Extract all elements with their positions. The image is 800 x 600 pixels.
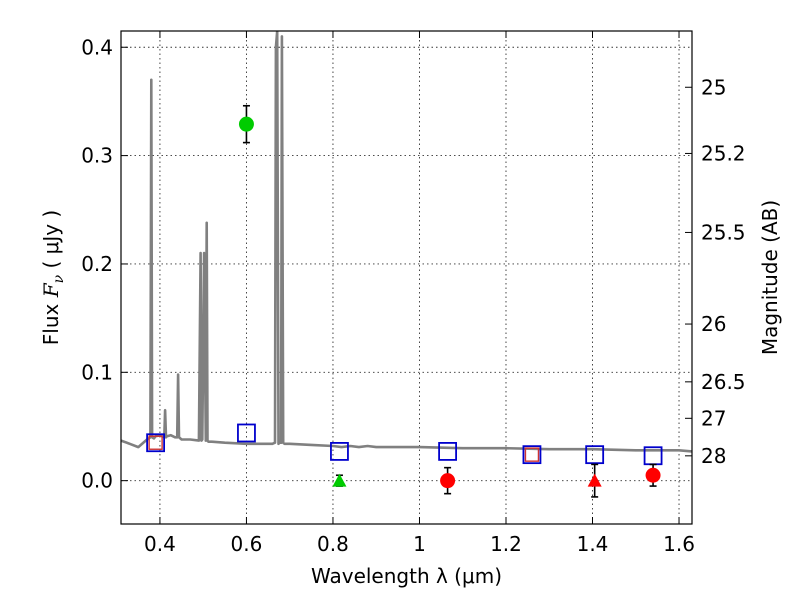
flux-point [440, 473, 456, 489]
flux-point [238, 116, 254, 132]
x-tick-label: 1.6 [663, 532, 695, 556]
right-axis-label: Magnitude (AB) [758, 200, 782, 355]
y-tick-label: 0.3 [81, 144, 113, 168]
model-photometry-square [330, 442, 349, 461]
mag-tick-label: 25.2 [701, 141, 746, 165]
plot-frame [120, 30, 693, 525]
model-photometry-square [146, 433, 166, 453]
y-tick-label: 0.0 [81, 469, 113, 493]
model-spectrum [121, 31, 692, 453]
x-tick-label: 0.8 [317, 532, 349, 556]
y-tick-label: 0.4 [81, 35, 113, 59]
mag-tick-label: 26.5 [701, 370, 746, 394]
y-axis-label-symbol: F [39, 282, 63, 298]
x-tick-label: 1.2 [490, 532, 522, 556]
mag-tick-label: 26 [701, 312, 726, 336]
model-photometry-square-inner [148, 435, 163, 450]
photometry-points [146, 104, 663, 498]
upper-limit-marker [587, 473, 602, 487]
model-photometry-square [438, 442, 457, 461]
mag-tick-label: 25.5 [701, 220, 746, 244]
x-tick-label: 0.6 [231, 532, 263, 556]
x-tick-label: 1 [413, 532, 426, 556]
x-axis-label: Wavelength λ (μm) [311, 564, 502, 588]
mag-tick-label: 25 [701, 75, 726, 99]
mag-tick-label: 28 [701, 444, 726, 468]
upper-limit-marker [332, 473, 347, 487]
y-axis-label-suffix: ( μJy ) [39, 210, 63, 275]
model-photometry-square-inner [524, 447, 540, 462]
y-axis-label-subscript: ν [51, 274, 67, 283]
model-photometry-square [522, 445, 542, 465]
y-axis-label-prefix: Flux [39, 297, 63, 345]
flux-point [645, 467, 661, 483]
mag-tick-label: 27 [701, 406, 726, 430]
x-tick-label: 1.4 [577, 532, 609, 556]
x-tick-label: 0.4 [144, 532, 176, 556]
model-spectrum-line [121, 31, 692, 453]
axis-ticks: 0.4 0.6 0.8 1 1.2 1.4 1.6 0.0 0.1 0.2 0.3 0.4 25 25.2… [81, 31, 746, 556]
y-tick-label: 0.2 [81, 252, 113, 276]
y-tick-label: 0.1 [81, 360, 113, 384]
y-axis-label: Flux Fν ( μJy ) [39, 210, 67, 345]
model-photometry-square [237, 423, 256, 443]
model-photometry-square [585, 445, 605, 465]
